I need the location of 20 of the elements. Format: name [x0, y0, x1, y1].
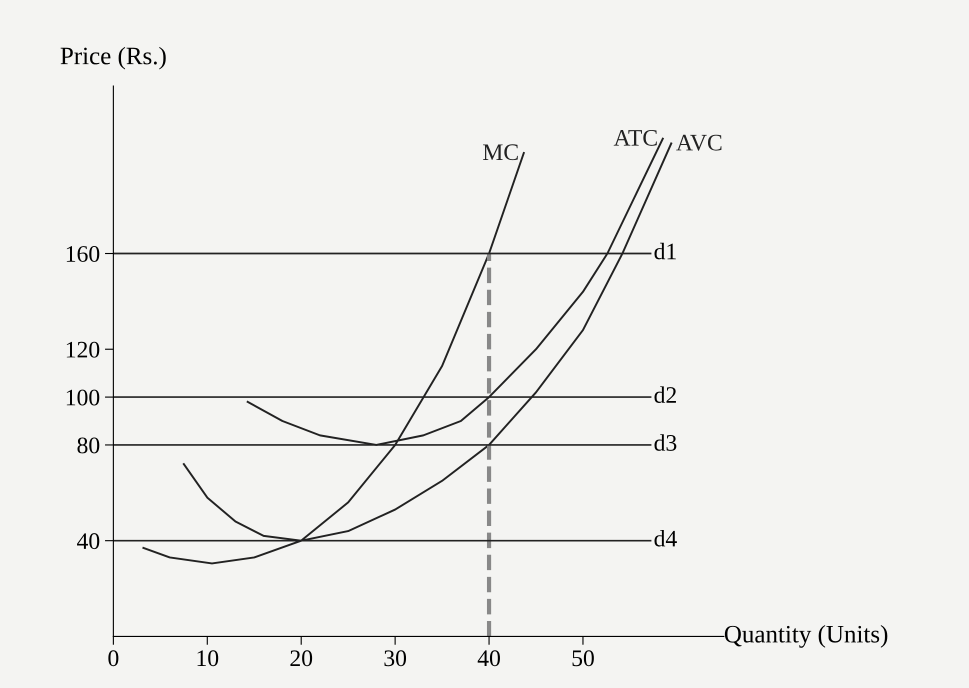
series-label: ATC: [614, 130, 657, 146]
y-tick-label: 80: [77, 437, 100, 454]
x-tick-label: 10: [198, 650, 218, 666]
y-tick-label: 40: [77, 533, 100, 550]
ref-line-label: d1: [654, 242, 676, 260]
x-tick-label: 40: [478, 650, 500, 666]
x-tick-label: 50: [572, 650, 594, 666]
x-tick-label: 0: [108, 650, 118, 666]
series-label: MC: [483, 144, 518, 160]
ref-line-label: d2: [654, 386, 676, 404]
x-tick-label: 20: [290, 650, 312, 666]
series-label: AVC: [676, 134, 722, 151]
y-axis-title: Price (Rs.): [60, 46, 166, 70]
y-tick-label: 100: [66, 390, 100, 406]
x-tick-label: 30: [384, 650, 406, 666]
ref-line-label: d4: [654, 530, 677, 547]
x-axis-title: Quantity (Units): [724, 625, 888, 648]
y-tick-label: 120: [66, 342, 100, 358]
y-tick-label: 160: [66, 246, 100, 262]
ref-line-label: d3: [654, 434, 676, 451]
